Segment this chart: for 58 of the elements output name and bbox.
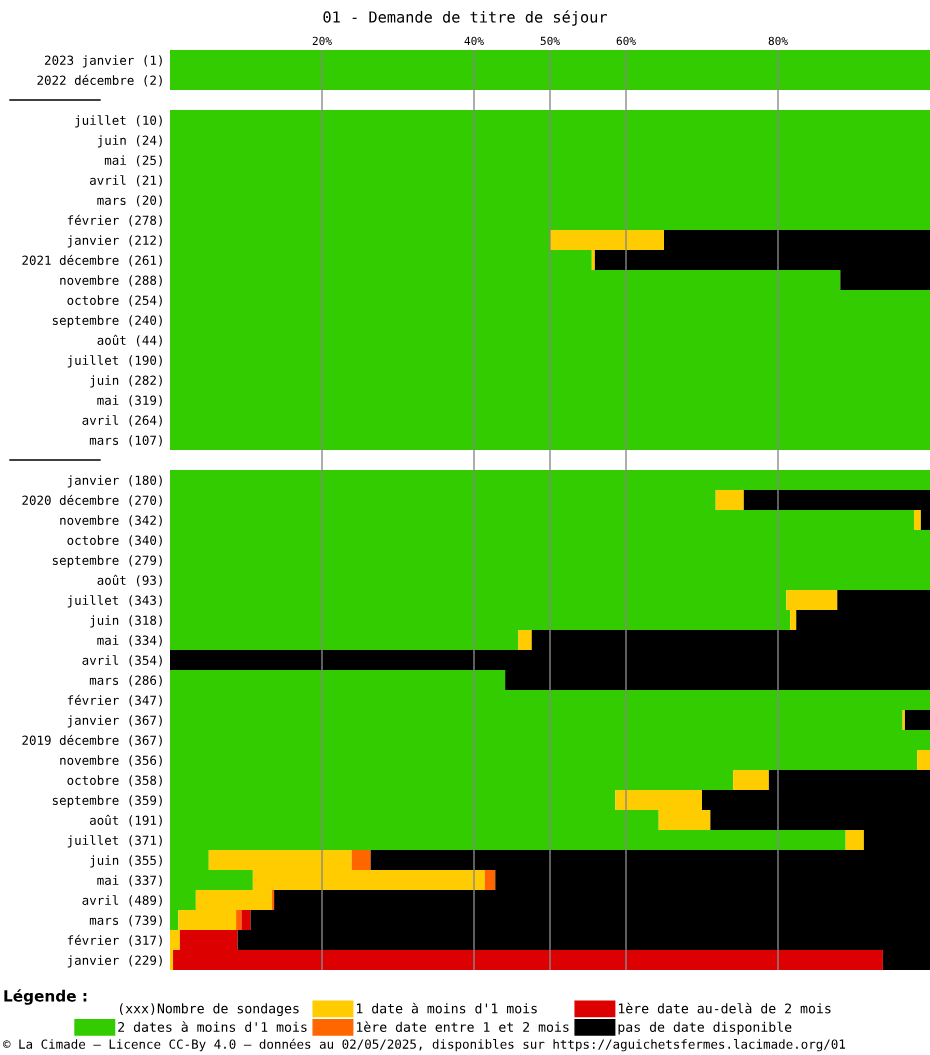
x-tick-label: 40% [464, 36, 484, 46]
x-tick-label: 60% [616, 36, 636, 46]
y-tick-label: novembre (288) [60, 275, 162, 287]
text: (xxx)Nombre de sondages [119, 1003, 299, 1017]
y-tick-label: juillet (343) [67, 595, 162, 608]
y-tick-label: avril (489) [82, 895, 162, 907]
y-tick-label: avril (264) [82, 415, 162, 427]
y-tick-label: août (191) [90, 814, 162, 827]
y-tick-label: septembre (240) [52, 315, 162, 328]
y-tick-label: mars (107) [89, 435, 162, 447]
y-tick-label: septembre (279) [52, 555, 162, 568]
y-tick-label: septembre (359) [52, 795, 162, 808]
y-tick-label: février (347) [67, 694, 162, 707]
y-tick-label: mars (20) [97, 195, 162, 207]
legend-title: Légende : [4, 989, 87, 1005]
y-tick-label: juin (318) [90, 615, 162, 628]
y-tick-label: mai (319) [97, 395, 162, 407]
legend-label: pas de date disponible [618, 1021, 792, 1035]
y-tick-label: janvier (180) [67, 475, 162, 488]
y-tick-label: juin (355) [90, 855, 162, 868]
y-tick-label: février (278) [67, 214, 162, 227]
y-tick-label: mai (25) [104, 155, 162, 167]
legend-label: 1ère date entre 1 et 2 mois [356, 1021, 569, 1032]
y-tick-label: 2020 décembre (270) [22, 494, 162, 507]
y-tick-label: août (44) [97, 334, 162, 347]
legend-label: 2 dates à moins d'1 mois [118, 1021, 307, 1032]
y-tick-label: mars (286) [89, 675, 162, 687]
y-tick-label: 2019 décembre (367) [22, 734, 162, 747]
y-tick-label: novembre (356) [60, 755, 162, 767]
y-tick-label: juillet (190) [67, 355, 162, 368]
legend-label: 1ère date au-delà de 2 mois [618, 1002, 831, 1014]
y-tick-label: août (93) [97, 574, 162, 587]
y-tick-label: 2021 décembre (261) [22, 254, 162, 267]
y-tick-label: octobre (358) [67, 775, 162, 787]
text: © La Cimade — Licence CC-By 4.0 — données au 02/05/2025, disponibles sur https://aguichetsfermes.lacimade.org/01 [3, 1038, 846, 1052]
x-tick-label: 50% [540, 36, 560, 46]
chart-title: 01 - Demande de titre de séjour [323, 10, 607, 26]
y-tick-label: juin (282) [90, 375, 162, 388]
y-tick-label: octobre (340) [67, 535, 162, 547]
y-tick-label: avril (21) [90, 175, 162, 187]
y-tick-label: février (317) [67, 934, 162, 947]
y-tick-label: 2022 décembre (2) [37, 74, 162, 87]
y-tick-label: mai (337) [97, 875, 162, 887]
y-tick-label: avril (354) [82, 655, 162, 667]
y-tick-label: novembre (342) [60, 515, 162, 527]
y-tick-label: janvier (367) [67, 715, 162, 728]
y-tick-label: juillet (371) [67, 835, 162, 848]
y-tick-label: mai (334) [97, 635, 162, 647]
x-tick-label: 80% [768, 36, 788, 46]
legend-label: 1 date à moins d'1 mois [356, 1002, 537, 1014]
x-tick-label: 20% [312, 36, 332, 46]
y-tick-label: janvier (229) [67, 955, 162, 968]
y-tick-label: janvier (212) [67, 235, 162, 248]
y-tick-label: juin (24) [97, 135, 162, 148]
y-tick-label: mars (739) [89, 915, 162, 927]
y-tick-label: juillet (10) [75, 115, 162, 128]
y-tick-label: 2023 janvier (1) [44, 55, 162, 68]
y-tick-label: octobre (254) [67, 295, 162, 307]
